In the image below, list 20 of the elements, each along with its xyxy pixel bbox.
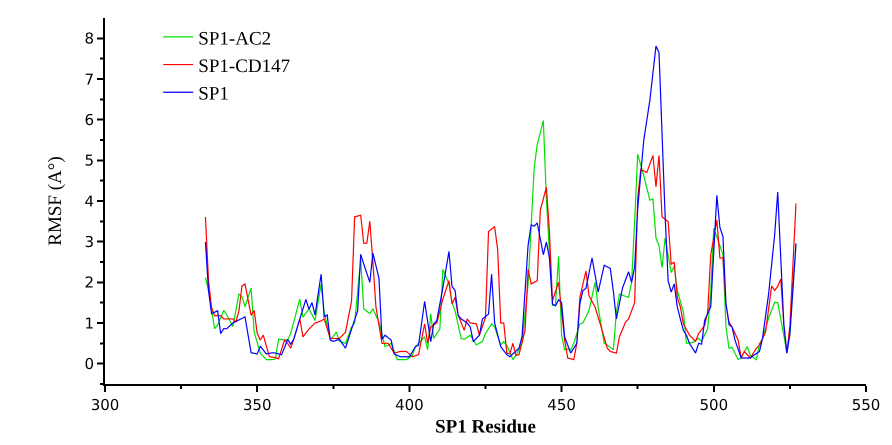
legend-label: SP1-CD147 — [198, 56, 290, 77]
legend-label: SP1-AC2 — [198, 28, 272, 50]
x-axis-title: SP1 Residue — [435, 416, 536, 438]
x-tick-label: 450 — [547, 396, 576, 414]
y-tick-label: 4 — [84, 192, 94, 210]
y-tick-label: 7 — [84, 70, 94, 88]
y-tick-label: 1 — [84, 314, 94, 332]
x-tick-label: 400 — [395, 396, 424, 414]
y-tick-label: 2 — [84, 274, 94, 292]
y-tick-label: 5 — [84, 152, 94, 170]
y-tick-label: 8 — [84, 30, 94, 48]
y-tick-label: 6 — [84, 110, 94, 129]
x-tick-label: 300 — [90, 396, 120, 414]
x-tick-label: 500 — [699, 396, 728, 414]
legend-label: SP1 — [198, 84, 229, 105]
y-axis-title: RMSF (A°) — [44, 156, 66, 246]
x-tick-label: 550 — [852, 396, 880, 414]
y-tick-label: 0 — [84, 354, 94, 373]
x-tick-label: 350 — [242, 396, 272, 414]
y-tick-label: 3 — [84, 232, 94, 251]
